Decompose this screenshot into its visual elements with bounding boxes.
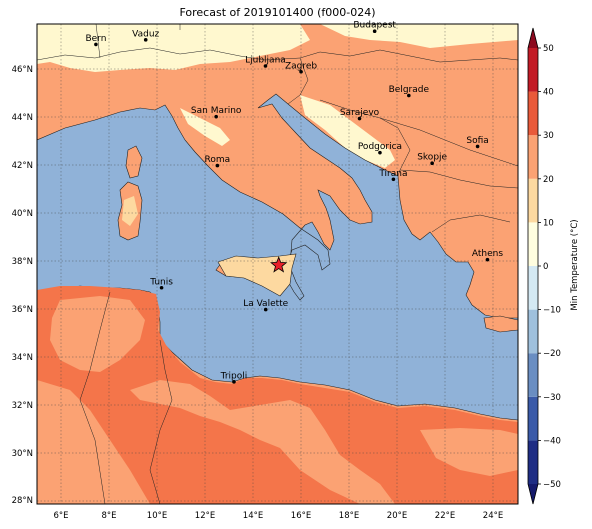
city-label: Zagreb xyxy=(285,61,317,71)
city-dot xyxy=(94,42,98,47)
lon-tick: 24°E xyxy=(483,511,503,521)
map-frame xyxy=(36,23,519,505)
city-dot xyxy=(299,69,303,74)
colorbar-tick-label: −40 xyxy=(543,436,561,446)
colorbar-tick-label: 40 xyxy=(543,88,554,98)
city-label: Tunis xyxy=(149,277,173,287)
lon-tick: 10°E xyxy=(147,511,167,521)
city-dot xyxy=(263,307,268,312)
cool-zone-sardinia xyxy=(122,196,138,226)
city-label: Skopje xyxy=(417,153,447,163)
city-dot xyxy=(232,380,236,384)
lon-tick: 20°E xyxy=(387,511,407,521)
warm-zone-southwest xyxy=(37,380,150,504)
lat-tick: 38°N xyxy=(12,257,33,267)
lat-tick: 34°N xyxy=(12,353,33,363)
lon-tick: 16°E xyxy=(291,511,311,521)
colorbar-tick-label: −50 xyxy=(543,480,561,490)
colorbar-segment xyxy=(528,266,538,310)
colorbar-extend-low xyxy=(528,484,538,504)
lon-tick: 6°E xyxy=(53,511,68,521)
city-label: Bern xyxy=(85,34,106,44)
city-dot xyxy=(378,150,382,155)
city-dot xyxy=(372,29,377,33)
lat-tick: 46°N xyxy=(12,65,33,75)
lat-tick: 40°N xyxy=(12,209,33,219)
warm-zone-atlas xyxy=(50,296,145,372)
city-dot xyxy=(475,144,480,149)
city-label: Budapest xyxy=(353,21,396,31)
lon-axis: 6°E 8°E 10°E 12°E 14°E 16°E 18°E 20°E 22… xyxy=(53,511,503,521)
cool-zone-dinaric xyxy=(300,95,395,168)
colorbar-tick-label: 30 xyxy=(543,131,554,141)
island-corsica xyxy=(125,145,143,179)
colorbar-tick-label: −20 xyxy=(543,349,561,359)
colorbar-segment xyxy=(528,48,538,92)
city-label: San Marino xyxy=(191,106,242,116)
colorbar-tick-label: −30 xyxy=(543,393,561,403)
colorbar-label: Min Temperature (°C) xyxy=(570,219,580,310)
city-label: Roma xyxy=(205,155,231,165)
city-dot xyxy=(430,161,434,165)
lat-tick: 32°N xyxy=(12,401,33,411)
graticule xyxy=(37,24,518,504)
city-label: Athens xyxy=(472,249,503,259)
city-label: La Valette xyxy=(243,299,288,309)
city-dot xyxy=(357,116,362,121)
lon-tick: 12°E xyxy=(195,511,215,521)
colorbar-segment xyxy=(528,353,538,397)
colorbar-segment xyxy=(528,309,538,354)
colorbar-segment xyxy=(528,222,538,266)
colorbar-extend-high xyxy=(528,28,538,48)
lat-axis: 46°N 44°N 42°N 40°N 38°N 36°N 34°N 32°N … xyxy=(12,65,33,506)
lon-tick: 14°E xyxy=(243,511,263,521)
event-marker xyxy=(270,256,288,273)
colorbar-segment xyxy=(528,396,538,441)
lat-tick: 28°N xyxy=(12,496,33,506)
colorbar-tick-label: −10 xyxy=(543,306,561,316)
city-label: Tirana xyxy=(378,169,407,179)
city-dot xyxy=(391,177,396,182)
lat-tick: 42°N xyxy=(12,161,33,171)
city-label: Vaduz xyxy=(132,29,159,39)
city-dot xyxy=(214,114,218,119)
lat-tick: 44°N xyxy=(12,113,33,123)
colorbar-tick-label: 50 xyxy=(543,44,554,54)
map-title: Forecast of 2019101400 (f000-024) xyxy=(179,6,376,19)
lat-tick: 30°N xyxy=(12,449,33,459)
colorbar-segment xyxy=(528,91,538,136)
colorbar-tick-label: 10 xyxy=(543,218,554,228)
colorbar-segment xyxy=(528,135,538,179)
city-dot xyxy=(215,163,220,168)
warm-zone-fezzan xyxy=(420,428,518,476)
city-label: Podgorica xyxy=(358,142,402,152)
cool-zone-east xyxy=(320,24,518,48)
city-label: Ljubljana xyxy=(245,56,286,66)
lat-tick: 36°N xyxy=(12,305,33,315)
lon-tick: 22°E xyxy=(435,511,455,521)
colorbar-tick-label: 0 xyxy=(543,262,548,272)
city-label: Sofia xyxy=(466,136,488,146)
island-crete xyxy=(483,315,518,333)
colorbar: 50 40 30 20 10 0 −10 −20 −30 −40 −50 xyxy=(527,27,561,505)
city-dot xyxy=(485,257,490,262)
lon-tick: 18°E xyxy=(339,511,359,521)
colorbar-tick-label: 20 xyxy=(543,175,554,185)
city-dot xyxy=(263,64,268,68)
city-dot xyxy=(143,38,148,42)
colorbar-segment xyxy=(528,440,538,484)
cool-zone-alps xyxy=(37,24,310,72)
city-label: Sarajevo xyxy=(340,108,380,118)
city-dot xyxy=(159,285,164,290)
city-label: Tripoli xyxy=(220,371,248,381)
warm-zone-libya xyxy=(130,380,395,504)
city-label: Belgrade xyxy=(389,85,430,95)
colorbar-segment xyxy=(528,178,538,223)
city-dot xyxy=(407,93,411,98)
star-marker xyxy=(270,256,288,273)
lon-tick: 8°E xyxy=(101,511,116,521)
